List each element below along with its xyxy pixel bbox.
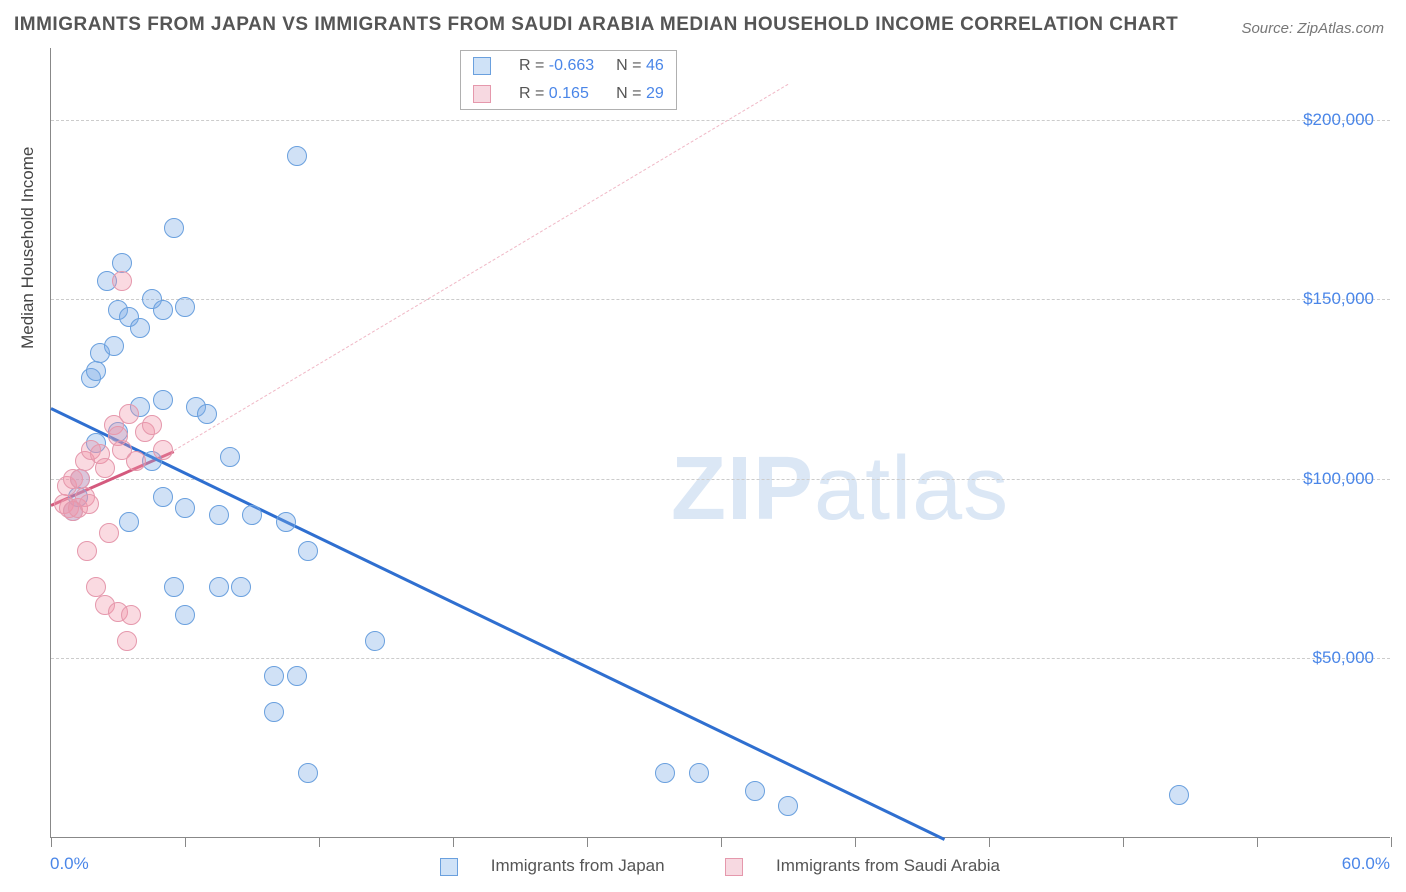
data-point — [264, 702, 284, 722]
gridline — [51, 120, 1390, 121]
x-tick — [587, 837, 588, 847]
n-value-japan: 46 — [646, 57, 664, 74]
legend-label-japan: Immigrants from Japan — [491, 856, 665, 875]
x-tick — [855, 837, 856, 847]
x-axis-max-label: 60.0% — [1342, 854, 1390, 874]
data-point — [104, 336, 124, 356]
x-tick — [721, 837, 722, 847]
chart-container: IMMIGRANTS FROM JAPAN VS IMMIGRANTS FROM… — [0, 0, 1406, 892]
data-point — [298, 763, 318, 783]
data-point — [209, 577, 229, 597]
y-tick-label: $50,000 — [1313, 648, 1374, 668]
x-tick — [989, 837, 990, 847]
data-point — [242, 505, 262, 525]
gridline — [51, 658, 1390, 659]
data-point — [119, 404, 139, 424]
data-point — [1169, 785, 1189, 805]
data-point — [153, 440, 173, 460]
data-point — [86, 361, 106, 381]
chart-title: IMMIGRANTS FROM JAPAN VS IMMIGRANTS FROM… — [14, 14, 1178, 36]
data-point — [99, 523, 119, 543]
x-tick — [1123, 837, 1124, 847]
data-point — [175, 297, 195, 317]
data-point — [209, 505, 229, 525]
data-point — [655, 763, 675, 783]
data-point — [197, 404, 217, 424]
plot-area: ZIPatlas $50,000 $100,000 $150,000 $200,000 — [50, 48, 1390, 838]
data-point — [298, 541, 318, 561]
data-point — [142, 415, 162, 435]
x-axis-min-label: 0.0% — [50, 854, 89, 874]
legend-label-saudi: Immigrants from Saudi Arabia — [776, 856, 1000, 875]
data-point — [121, 605, 141, 625]
x-tick — [319, 837, 320, 847]
gridline — [51, 299, 1390, 300]
legend-swatch-japan — [440, 858, 458, 876]
watermark: ZIPatlas — [671, 438, 1009, 541]
data-point — [86, 577, 106, 597]
data-point — [276, 512, 296, 532]
data-point — [119, 512, 139, 532]
data-point — [220, 447, 240, 467]
data-point — [79, 494, 99, 514]
data-point — [175, 605, 195, 625]
x-tick — [51, 837, 52, 847]
x-tick — [1391, 837, 1392, 847]
trend-line — [174, 84, 789, 451]
data-point — [117, 631, 137, 651]
n-value-saudi: 29 — [646, 85, 664, 102]
y-axis-label: Median Household Income — [18, 147, 38, 349]
source-label: Source: ZipAtlas.com — [1241, 20, 1384, 37]
data-point — [153, 300, 173, 320]
data-point — [95, 458, 115, 478]
data-point — [231, 577, 251, 597]
data-point — [689, 763, 709, 783]
data-point — [164, 218, 184, 238]
data-point — [126, 451, 146, 471]
data-point — [77, 541, 97, 561]
y-tick-label: $200,000 — [1303, 110, 1374, 130]
series-swatch-saudi — [473, 85, 491, 103]
r-value-japan: -0.663 — [549, 57, 594, 74]
data-point — [365, 631, 385, 651]
data-point — [153, 487, 173, 507]
x-tick — [1257, 837, 1258, 847]
y-tick-label: $150,000 — [1303, 289, 1374, 309]
data-point — [287, 666, 307, 686]
data-point — [70, 469, 90, 489]
legend-swatch-saudi — [725, 858, 743, 876]
data-point — [745, 781, 765, 801]
data-point — [778, 796, 798, 816]
series-legend: Immigrants from Japan Immigrants from Sa… — [440, 856, 1056, 876]
x-tick — [185, 837, 186, 847]
data-point — [112, 271, 132, 291]
gridline — [51, 479, 1390, 480]
data-point — [175, 498, 195, 518]
data-point — [264, 666, 284, 686]
series-swatch-japan — [473, 57, 491, 75]
x-tick — [453, 837, 454, 847]
y-tick-label: $100,000 — [1303, 469, 1374, 489]
r-value-saudi: 0.165 — [549, 85, 589, 102]
data-point — [153, 390, 173, 410]
data-point — [287, 146, 307, 166]
correlation-legend: R = -0.663 N = 46 R = 0.165 N = 29 — [460, 50, 677, 110]
data-point — [164, 577, 184, 597]
data-point — [130, 318, 150, 338]
